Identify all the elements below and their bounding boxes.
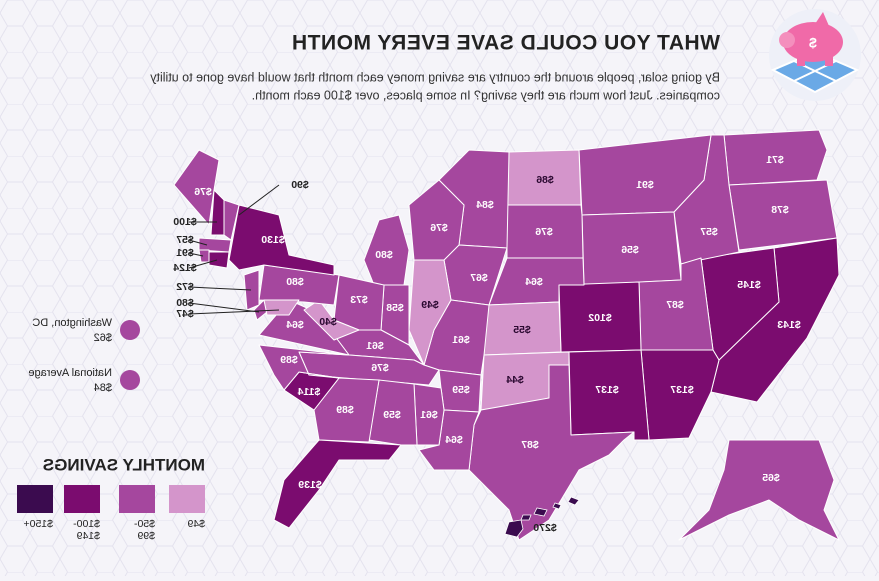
value-label: $137 (595, 384, 619, 396)
note-label: Washington, DC (32, 317, 112, 329)
value-label: $44 (506, 374, 524, 386)
state (173, 149, 220, 226)
value-label: $78 (771, 204, 789, 216)
value-label: $91 (636, 179, 654, 191)
value-label: $80 (286, 276, 304, 288)
state (368, 379, 418, 446)
note-value: $62 (94, 332, 112, 344)
value-label: $61 (420, 409, 438, 421)
description-line: companies. Just how much are they saving… (252, 88, 720, 102)
callout-line (188, 309, 280, 315)
value-label: $86 (536, 174, 554, 186)
state (263, 299, 300, 316)
callout-line (188, 252, 204, 257)
value-label: $67 (470, 272, 488, 284)
state (303, 299, 360, 341)
value-label: $59 (383, 409, 401, 421)
value-label: $57 (176, 234, 194, 246)
icon-symbol: $ (809, 35, 817, 51)
mirrored-layer: $ WHAT YOU COULD SAVE EVERY MONTH By goi… (17, 9, 861, 542)
side-notes: Washington, DC $62 National Average $84 MONT… (17, 317, 205, 542)
value-label: $80 (176, 297, 194, 309)
value-label: $65 (762, 472, 780, 484)
value-label: $49 (421, 299, 439, 311)
value-label: $72 (176, 281, 194, 293)
state (413, 383, 445, 446)
note-circle (120, 370, 140, 390)
value-label: $139 (298, 479, 322, 491)
value-label: $56 (621, 244, 639, 256)
description-line: By going solar, people around the countr… (149, 70, 720, 84)
value-label: $91 (176, 247, 194, 259)
legend-swatch (169, 485, 205, 513)
state (228, 204, 335, 276)
value-label: $89 (280, 354, 298, 366)
legend-label: $49 (187, 518, 205, 530)
callout-line (188, 259, 218, 269)
value-label: $40 (319, 316, 337, 328)
value-label: $58 (386, 302, 404, 314)
state (678, 439, 840, 541)
map: $71$78$143$145$57$91$56$87$137$102$137$8… (173, 129, 840, 541)
value-label: $59 (452, 384, 470, 396)
piggy-icon: $ (769, 9, 861, 101)
value-label: $89 (336, 404, 354, 416)
state (258, 344, 350, 391)
value-label: $64 (525, 276, 543, 288)
value-label: $80 (375, 249, 393, 261)
value-label: $57 (700, 226, 718, 238)
value-label: $61 (452, 334, 470, 346)
state (313, 377, 380, 443)
legend-swatch (64, 485, 100, 513)
value-label: $76 (371, 362, 389, 374)
legend-label: $50- (133, 518, 155, 530)
title: WHAT YOU COULD SAVE EVERY MONTH (291, 32, 720, 55)
value-label: $71 (766, 154, 784, 166)
value-label: $73 (350, 294, 368, 306)
value-label: $55 (513, 324, 531, 336)
value-label: $100 (173, 216, 197, 228)
value-label: $143 (777, 319, 801, 331)
note-value: $84 (94, 382, 112, 394)
value-label: $137 (670, 384, 694, 396)
callout-line (188, 286, 252, 291)
value-label: $76 (430, 222, 448, 234)
state (208, 251, 230, 269)
value-label: $84 (476, 199, 494, 211)
state (198, 249, 210, 263)
value-label: $90 (291, 179, 309, 191)
value-label: $64 (286, 319, 304, 331)
value-label: $76 (194, 186, 212, 198)
legend-label: $149 (76, 530, 100, 542)
value-label: $270 (533, 522, 557, 534)
legend-label: $150+ (24, 518, 54, 530)
callout-line (188, 302, 260, 313)
legend-swatch (119, 485, 155, 513)
callout-line (188, 239, 208, 246)
value-label: $102 (588, 312, 612, 324)
note-label: National Average (28, 367, 112, 379)
legend-swatch (17, 485, 53, 513)
value-label: $76 (535, 226, 553, 238)
note-circle (120, 320, 140, 340)
value-label: $87 (666, 299, 684, 311)
value-label: $64 (445, 434, 463, 446)
legend-label: $100- (73, 518, 100, 530)
value-label: $47 (176, 308, 194, 320)
state (504, 496, 580, 538)
legend-label: $99 (137, 530, 155, 542)
value-label: $124 (173, 262, 197, 274)
value-label: $114 (297, 386, 320, 398)
state (468, 364, 635, 541)
state (273, 439, 402, 529)
callout-line (238, 184, 280, 216)
state (210, 189, 225, 236)
value-label: $61 (366, 340, 384, 352)
legend-title: MONTHLY SAVINGS (43, 455, 205, 474)
value-label: $87 (521, 439, 539, 451)
value-label: $130 (261, 234, 285, 246)
value-label: $145 (737, 279, 761, 291)
